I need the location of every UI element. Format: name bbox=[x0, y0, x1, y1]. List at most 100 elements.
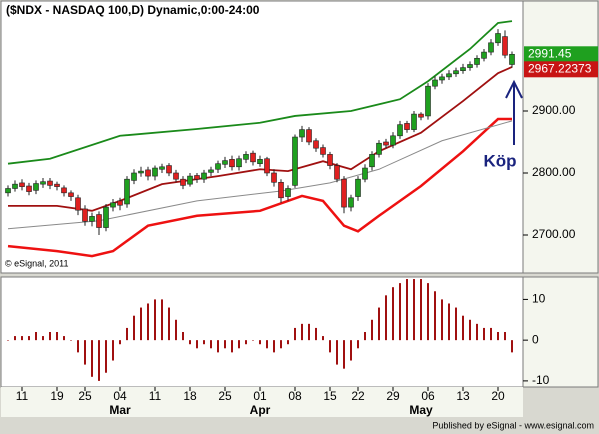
candle-body bbox=[215, 163, 221, 170]
candle-body bbox=[166, 165, 172, 174]
candle-body bbox=[26, 185, 32, 192]
candle-body bbox=[376, 142, 382, 155]
histogram-bar bbox=[182, 332, 184, 341]
histogram-bar bbox=[329, 340, 331, 353]
histogram-bar bbox=[497, 332, 499, 341]
y-tick-label: 2900.00 bbox=[532, 103, 576, 117]
candle-body bbox=[313, 140, 319, 149]
histogram-bar bbox=[238, 340, 240, 349]
candle-body bbox=[334, 165, 340, 180]
histogram-bar bbox=[56, 332, 58, 341]
histogram-bar bbox=[140, 307, 142, 341]
candle-body bbox=[187, 175, 193, 185]
candle-body bbox=[348, 197, 354, 208]
candle-body bbox=[82, 208, 88, 222]
histogram-bar bbox=[441, 299, 443, 341]
candle-body bbox=[411, 113, 417, 130]
chart-title: ($NDX - NASDAQ 100,D) Dynamic,0:00-24:00 bbox=[6, 3, 260, 17]
candle-body bbox=[131, 172, 137, 181]
candle-body bbox=[54, 183, 60, 187]
histogram-bar bbox=[462, 315, 464, 341]
x-tick-label: 18 bbox=[183, 389, 197, 403]
candle-body bbox=[250, 152, 256, 163]
histogram-bar bbox=[84, 340, 86, 365]
histogram-bar bbox=[252, 340, 254, 341]
histogram-bar bbox=[434, 291, 436, 341]
histogram-bar bbox=[406, 279, 408, 341]
histogram-bar bbox=[455, 307, 457, 341]
candle-body bbox=[320, 147, 326, 155]
candle-body bbox=[327, 154, 333, 166]
histogram-bar bbox=[35, 332, 37, 341]
histogram-bar bbox=[154, 299, 156, 341]
price-marker bbox=[524, 46, 598, 63]
candle-body bbox=[222, 160, 228, 165]
candle-body bbox=[453, 70, 459, 75]
candle-body bbox=[404, 123, 410, 130]
candle-body bbox=[418, 113, 424, 118]
histogram-bar bbox=[70, 340, 72, 341]
candle-body bbox=[75, 197, 81, 211]
histogram-bar bbox=[112, 340, 114, 361]
histogram-bar bbox=[217, 340, 219, 353]
arrow-head bbox=[505, 79, 523, 99]
histogram-bar bbox=[343, 340, 345, 369]
histogram-bar bbox=[105, 340, 107, 373]
histogram-bar bbox=[133, 315, 135, 341]
histogram-bar bbox=[427, 283, 429, 341]
candle-body bbox=[152, 167, 158, 177]
indicator-line bbox=[8, 66, 513, 212]
histogram-bar bbox=[399, 283, 401, 341]
candle-body bbox=[145, 169, 151, 177]
candle-body bbox=[509, 53, 515, 65]
x-tick-label: 19 bbox=[50, 389, 64, 403]
month-label: Apr bbox=[250, 403, 271, 417]
candle-body bbox=[369, 154, 375, 168]
histogram-bar bbox=[28, 336, 30, 341]
footer: Published by eSignal - www.esignal.com bbox=[432, 420, 594, 430]
candle-body bbox=[173, 172, 179, 180]
histogram-bar bbox=[364, 332, 366, 341]
histogram-bar bbox=[175, 319, 177, 341]
price-marker-label: 2967.22373 bbox=[528, 61, 592, 75]
histogram-bar bbox=[231, 340, 233, 353]
histogram-bar bbox=[21, 336, 23, 341]
histogram-bar bbox=[189, 340, 191, 345]
x-tick-label: 22 bbox=[351, 389, 365, 403]
candle-body bbox=[138, 170, 144, 174]
histogram-bar bbox=[91, 340, 93, 377]
candle-body bbox=[159, 166, 165, 170]
histogram-bar bbox=[49, 332, 51, 341]
histogram-bar bbox=[392, 287, 394, 341]
candle-body bbox=[299, 129, 305, 138]
histogram-bar bbox=[385, 295, 387, 341]
histogram-bar bbox=[266, 340, 268, 349]
histogram-bar bbox=[301, 323, 303, 341]
histogram-bar bbox=[294, 327, 296, 341]
price-marker bbox=[524, 61, 598, 78]
annotation: Köp bbox=[483, 151, 516, 170]
histogram-bar bbox=[448, 303, 450, 341]
x-tick-label: 29 bbox=[386, 389, 400, 403]
y-tick-label: 10 bbox=[532, 292, 546, 306]
candle-body bbox=[383, 141, 389, 146]
candle-body bbox=[243, 154, 249, 160]
histogram-bar bbox=[315, 327, 317, 341]
candle-body bbox=[271, 172, 277, 183]
histogram-bar bbox=[511, 340, 513, 353]
candle-body bbox=[19, 182, 25, 187]
indicator-line bbox=[7, 120, 513, 230]
candle-body bbox=[432, 79, 438, 87]
histogram-bar bbox=[14, 336, 16, 341]
histogram-bar bbox=[287, 340, 289, 345]
candle-body bbox=[502, 36, 508, 56]
x-tick-label: 15 bbox=[323, 389, 337, 403]
x-tick-label: 25 bbox=[78, 389, 92, 403]
histogram-bar bbox=[322, 336, 324, 341]
histogram-bar bbox=[77, 340, 79, 353]
candle-body bbox=[117, 200, 123, 206]
candle-body bbox=[390, 135, 396, 146]
candle-body bbox=[355, 178, 361, 197]
candle-body bbox=[285, 188, 291, 197]
